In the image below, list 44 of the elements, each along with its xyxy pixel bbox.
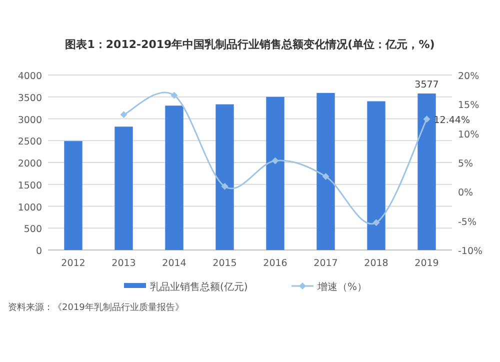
y-tick-label: 500 [24, 224, 42, 236]
chart-title: 图表1：2012-2019年中国乳制品行业销售总额变化情况(单位：亿元，%) [65, 38, 435, 51]
y2-tick-label: 0% [458, 188, 474, 199]
y-tick-label: 3000 [18, 114, 42, 126]
bar [216, 104, 234, 250]
y-tick-label: 1000 [18, 202, 42, 214]
text: 资料来源：《2019年乳制品行业质量报告》 [8, 302, 184, 313]
bar [64, 141, 82, 250]
legend-label: 增速（%） [316, 281, 368, 293]
y2-tick-label: 5% [458, 158, 474, 170]
point [120, 111, 128, 118]
data-label: 3577 [414, 80, 439, 91]
bar [418, 94, 436, 250]
y2-tick-label: -5% [458, 216, 476, 228]
y2-tick-label: 15% [458, 100, 480, 112]
y-tick-label: 1500 [18, 180, 42, 192]
x-tick-label: 2013 [112, 258, 136, 269]
x-tick-label: 2015 [212, 258, 237, 269]
x-tick-label: 2017 [314, 258, 338, 269]
x-tick-label: 2016 [263, 258, 288, 269]
point [221, 182, 228, 190]
legend-label: 乳品业销售总额(亿元) [150, 281, 248, 293]
x-tick-label: 2019 [414, 258, 439, 269]
bar [165, 106, 184, 250]
y-tick-label: 2500 [18, 136, 42, 148]
y-tick-label: 2000 [18, 158, 42, 170]
y2-tick-label: 20% [458, 71, 480, 82]
y-tick-label: 4000 [18, 71, 42, 82]
y-tick-label: 3500 [18, 92, 42, 104]
point [322, 173, 330, 180]
y2-tick-label: -10% [458, 246, 483, 257]
point [272, 157, 279, 164]
x-tick-label: 2018 [364, 258, 388, 269]
bar [114, 126, 133, 250]
bar [266, 96, 284, 250]
x-tick-label: 2014 [162, 258, 186, 269]
point [423, 116, 430, 123]
bar [316, 92, 335, 250]
point [372, 219, 380, 226]
x-tick-label: 2012 [61, 258, 86, 269]
y-tick-label: 0 [36, 246, 42, 257]
point [170, 92, 178, 99]
y2-tick-label: 10% [458, 129, 480, 140]
bar [367, 101, 386, 250]
